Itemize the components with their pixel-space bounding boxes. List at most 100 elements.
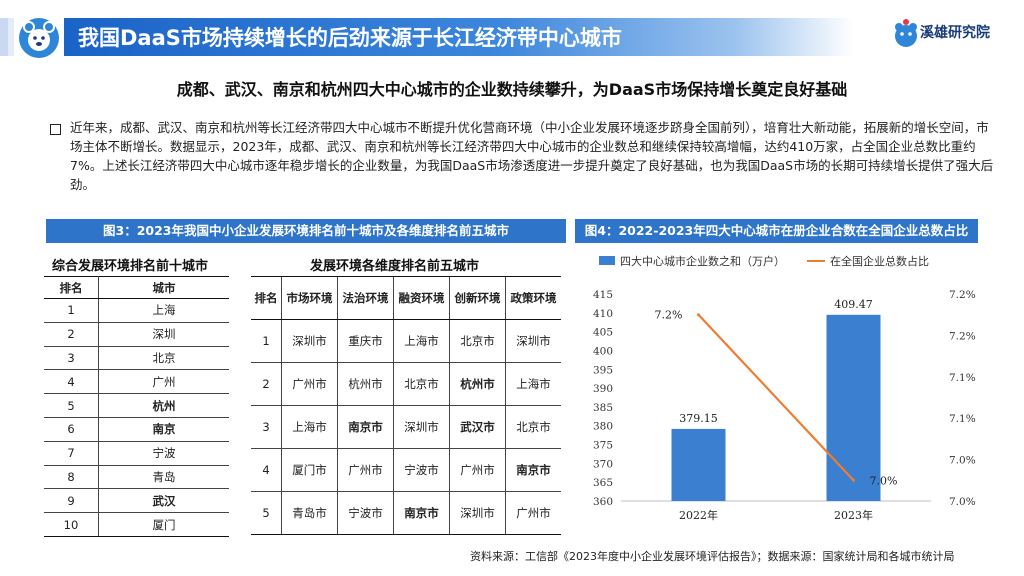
rank-cell: 5 [44, 393, 99, 418]
y2-tick-label: 7.0% [949, 496, 976, 508]
enterprise-chart: 四大中心城市企业数之和（万户） 在全国企业总数占比 360 365 370 375 380 3… [593, 254, 976, 522]
city-cell: 深圳市 [449, 491, 506, 535]
city-cell: 重庆市 [337, 319, 394, 363]
table-row: 3 北京 [44, 346, 229, 371]
y-tick-label: 410 [593, 308, 613, 320]
column-header: 排名 [251, 276, 282, 320]
city-cell: 广州市 [337, 448, 394, 492]
table-row: 5 杭州 [44, 393, 229, 418]
y2-tick-label: 7.0% [949, 455, 976, 467]
y-tick-label: 400 [593, 345, 613, 357]
y2-tick-label: 7.2% [949, 289, 976, 301]
city-cell: 上海市 [505, 362, 561, 406]
y-tick-label: 385 [593, 402, 613, 414]
x-tick-label: 2022年 [679, 508, 718, 522]
city-cell: 宁波市 [393, 448, 450, 492]
city-cell: 厦门 [98, 512, 229, 537]
city-cell: 深圳市 [280, 319, 338, 363]
table-row: 9 武汉 [44, 488, 229, 514]
bar-value-label: 379.15 [679, 412, 718, 425]
city-cell: 杭州市 [337, 362, 394, 406]
rank-cell: 4 [251, 448, 282, 492]
city-cell: 南京市 [505, 448, 561, 492]
y-tick-label: 365 [593, 477, 613, 489]
table-row: 10 厦门 [44, 512, 229, 537]
y2-tick-label: 7.1% [949, 372, 976, 384]
legend-bar-label: 四大中心城市企业数之和（万户） [620, 254, 785, 268]
table-row: 5 青岛市 宁波市 南京市 深圳市 广州市 [251, 491, 561, 535]
table-row: 2 深圳 [44, 322, 229, 347]
column-header: 市场环境 [280, 276, 338, 320]
header-accent-strip [0, 18, 8, 56]
rank-cell: 3 [44, 346, 99, 371]
y-tick-label: 360 [593, 496, 613, 508]
column-header: 创新环境 [449, 276, 506, 320]
table1-title: 综合发展环境排名前十城市 [52, 259, 209, 274]
bar-2 [826, 314, 881, 501]
y-tick-label: 380 [593, 421, 613, 433]
table-header-row: 排名 城市 [44, 276, 229, 299]
brand-bear-icon [895, 19, 917, 47]
line-value-label: 7.2% [655, 309, 683, 322]
rank-cell: 4 [44, 369, 99, 395]
rank-cell: 7 [44, 441, 99, 466]
legend-line-label: 在全国企业总数占比 [830, 254, 929, 268]
rank-cell: 3 [251, 405, 282, 449]
city-cell: 武汉 [98, 488, 229, 514]
x-tick-label: 2023年 [834, 508, 873, 522]
table-header-row: 排名 市场环境 法治环境 融资环境 创新环境 政策环境 [251, 276, 561, 320]
table-row: 6 南京 [44, 417, 229, 442]
rank-cell: 10 [44, 512, 99, 537]
city-cell: 南京 [98, 417, 229, 442]
city-cell: 北京市 [505, 405, 561, 449]
dimension-top5-table: 排名 市场环境 法治环境 融资环境 创新环境 政策环境 1 深圳市 重庆市 上海市 北京… [251, 276, 561, 535]
y-tick-label: 370 [593, 458, 613, 470]
table-row: 8 青岛 [44, 465, 229, 490]
bar-value-label: 409.47 [834, 298, 873, 311]
city-cell: 武汉市 [449, 405, 506, 449]
city-cell: 宁波市 [337, 491, 394, 535]
line-value-label: 7.0% [870, 474, 898, 487]
share-line [697, 313, 855, 482]
column-header: 法治环境 [337, 276, 394, 320]
y-tick-label: 390 [593, 383, 613, 395]
rank-cell: 9 [44, 488, 99, 514]
y-tick-label: 375 [593, 440, 613, 452]
city-cell: 北京市 [449, 319, 506, 363]
city-cell: 广州 [98, 369, 229, 395]
city-cell: 上海 [98, 298, 229, 323]
column-header: 融资环境 [393, 276, 450, 320]
city-cell: 北京市 [393, 362, 450, 406]
city-cell: 青岛市 [280, 491, 338, 535]
city-cell: 南京市 [393, 491, 450, 535]
city-cell: 广州市 [505, 491, 561, 535]
city-cell: 深圳 [98, 322, 229, 347]
city-cell: 深圳市 [505, 319, 561, 363]
bullet-square-icon [50, 124, 61, 135]
line-point [697, 313, 700, 317]
city-cell: 南京市 [337, 405, 394, 449]
table-row: 3 上海市 南京市 深圳市 武汉市 北京市 [251, 405, 561, 449]
y-tick-label: 415 [593, 289, 613, 301]
table2-title: 发展环境各维度排名前五城市 [310, 259, 480, 274]
rank-cell: 2 [251, 362, 282, 406]
table-row: 4 厦门市 广州市 宁波市 广州市 南京市 [251, 448, 561, 492]
figure3-title: 图3：2023年我国中小企业发展环境排名前十城市及各维度排名前五城市 [46, 219, 566, 243]
subtitle: 成都、武汉、南京和杭州四大中心城市的企业数持续攀升，为DaaS市场保持增长奠定良… [176, 80, 848, 99]
header-bar [64, 18, 854, 56]
body-paragraph: 近年来，成都、武汉、南京和杭州等长江经济带四大中心城市不断提升优化营商环境（中小… [70, 120, 994, 192]
table-row: 4 广州 [44, 369, 229, 395]
city-cell: 上海市 [393, 319, 450, 363]
city-cell: 厦门市 [280, 448, 338, 492]
city-cell: 杭州 [98, 393, 229, 418]
rank-cell: 5 [251, 491, 282, 535]
column-header: 城市 [98, 276, 229, 299]
brand-name: 溪雄研究院 [920, 25, 990, 41]
legend-bar-swatch [599, 256, 615, 265]
line-point [852, 478, 855, 482]
y-tick-label: 395 [593, 364, 613, 376]
rank-cell: 8 [44, 465, 99, 490]
page-title: 我国DaaS市场持续增长的后劲来源于长江经济带中心城市 [78, 26, 622, 50]
figure4-title: 图4：2022-2023年四大中心城市在册企业合数在全国企业总数占比 [575, 219, 978, 243]
rank-cell: 2 [44, 322, 99, 347]
